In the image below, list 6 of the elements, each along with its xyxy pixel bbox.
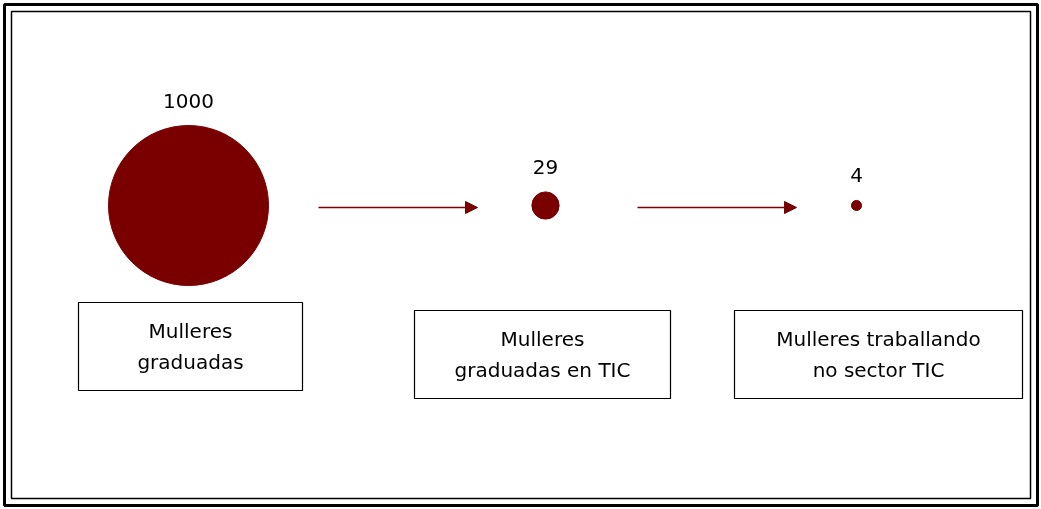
data-label: 1000 [163, 88, 214, 113]
data-label: 29 [532, 154, 559, 179]
category-label: Mulleres traballando no sector TIC [776, 326, 981, 383]
category-label: Mulleres graduadas en TIC [454, 326, 631, 383]
data-label: 4 [850, 163, 863, 188]
category-label: Mulleres graduadas [137, 318, 244, 375]
